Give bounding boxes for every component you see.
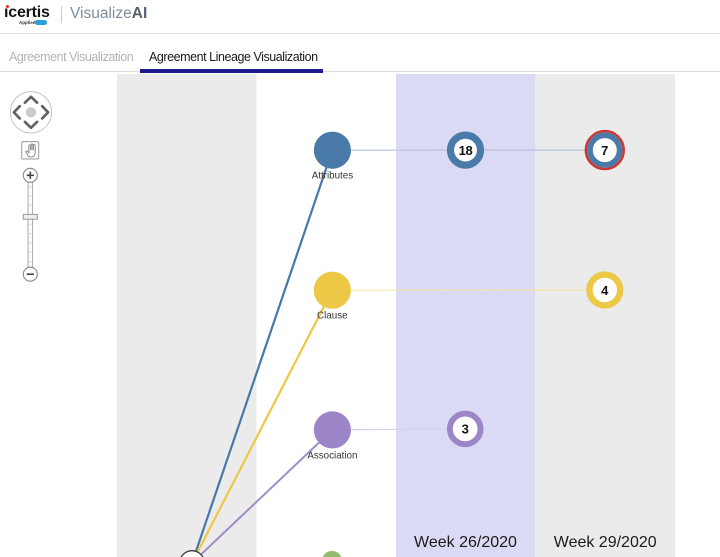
svg-text:4: 4 (601, 283, 609, 298)
svg-text:Week 26/2020: Week 26/2020 (414, 534, 517, 551)
svg-text:18: 18 (459, 143, 473, 158)
svg-text:Attributes: Attributes (312, 171, 353, 182)
svg-text:Clause: Clause (317, 311, 348, 322)
svg-text:3: 3 (462, 422, 469, 437)
svg-text:Association: Association (307, 450, 357, 461)
svg-text:7: 7 (601, 143, 608, 158)
svg-text:Week 29/2020: Week 29/2020 (554, 534, 657, 551)
